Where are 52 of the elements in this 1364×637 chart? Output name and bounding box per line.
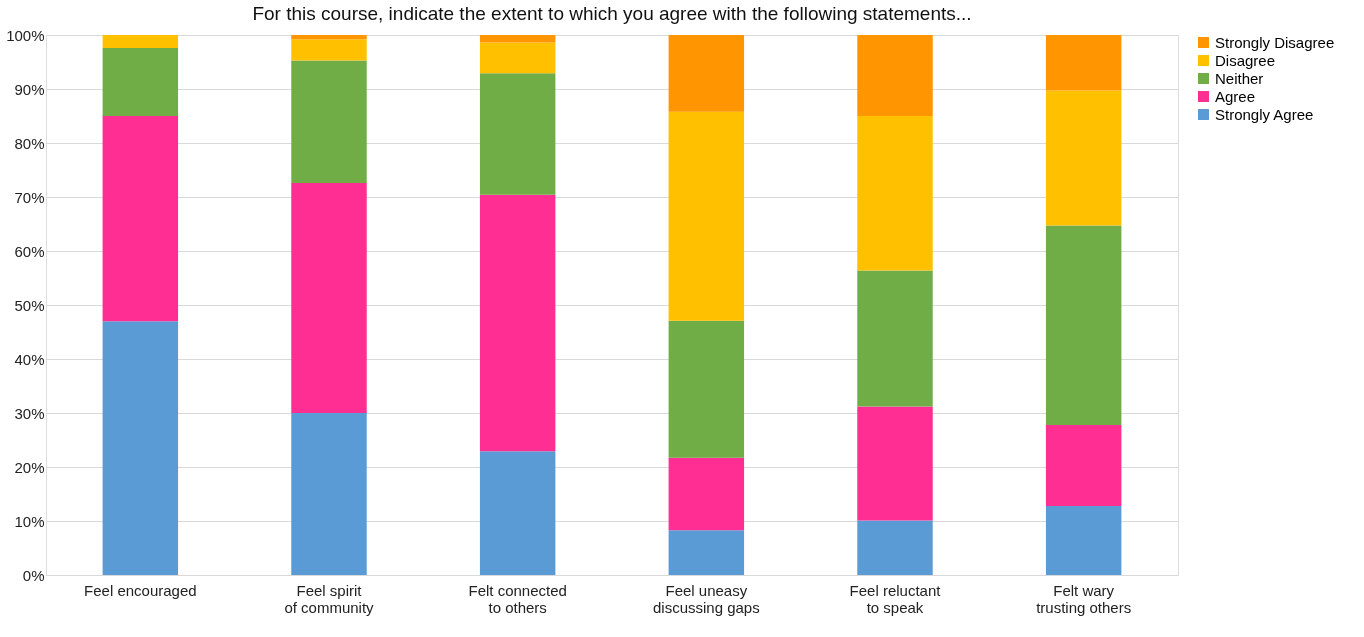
bar	[479, 451, 556, 575]
bar	[668, 111, 745, 321]
bar	[668, 35, 745, 112]
bar	[102, 47, 179, 116]
bar	[102, 116, 179, 322]
bar	[857, 116, 933, 271]
legend-label: Disagree	[1215, 51, 1276, 69]
bar	[857, 35, 933, 116]
bar	[668, 320, 745, 458]
bar	[291, 413, 367, 575]
y-tick-label: 20%	[14, 458, 45, 476]
bar	[1045, 225, 1122, 425]
bar	[1045, 90, 1122, 226]
bar	[857, 270, 933, 407]
bar	[291, 35, 367, 40]
y-tick-label: 80%	[14, 134, 45, 152]
bar	[668, 530, 745, 575]
bar	[479, 35, 556, 43]
bar	[479, 42, 556, 74]
bar	[479, 194, 556, 452]
y-tick-label: 50%	[14, 296, 45, 314]
bar	[668, 457, 745, 531]
chart-title: For this course, indicate the extent to which you agree with the following statements...	[252, 3, 972, 24]
bar	[102, 321, 179, 575]
y-tick-label: 90%	[14, 80, 45, 98]
x-tick-label: Feel encouraged	[84, 581, 197, 599]
bar	[1045, 505, 1122, 575]
x-tick-label: Feel spirit of community	[284, 581, 375, 616]
bar	[1045, 35, 1122, 91]
bar	[479, 73, 556, 195]
bar	[1045, 424, 1122, 506]
x-tick-label: Feel reluctant to speak	[849, 581, 942, 616]
bar	[291, 182, 367, 413]
legend-label: Agree	[1215, 87, 1256, 105]
legend-label: Strongly Disagree	[1215, 33, 1335, 51]
y-tick-label: 0%	[22, 566, 45, 584]
y-tick-label: 30%	[14, 404, 45, 422]
legend-label: Neither	[1215, 69, 1264, 87]
bar	[857, 406, 933, 521]
x-tick-label: Feel uneasy discussing gaps	[652, 581, 760, 616]
y-tick-label: 40%	[14, 350, 45, 368]
y-tick-label: 100%	[6, 26, 45, 44]
x-tick-label: Felt wary trusting others	[1036, 581, 1132, 616]
bar	[857, 520, 933, 575]
x-tick-label: Felt connected to others	[468, 581, 567, 616]
bar	[291, 39, 367, 61]
legend-label: Strongly Agree	[1215, 105, 1314, 123]
y-tick-label: 70%	[14, 188, 45, 206]
y-tick-label: 10%	[14, 512, 45, 530]
y-tick-label: 60%	[14, 242, 45, 260]
bar	[291, 60, 367, 183]
bar	[102, 35, 179, 48]
